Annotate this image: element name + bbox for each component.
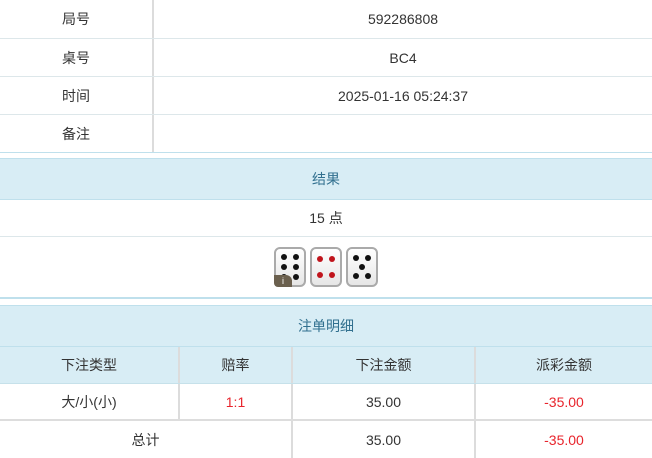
bet-odds: 1:1 [180, 384, 293, 419]
total-amount: 35.00 [293, 421, 476, 458]
column-amount: 下注金额 [293, 347, 476, 383]
die-4 [310, 247, 342, 287]
points-value: 15 点 [309, 210, 343, 226]
die-pip [292, 264, 299, 270]
info-label: 时间 [0, 77, 154, 114]
die-pip [281, 253, 288, 260]
remark-value [154, 115, 652, 152]
time-value: 2025-01-16 05:24:37 [338, 87, 468, 104]
column-payout: 派彩金额 [536, 357, 592, 373]
points-row: 15 点 [0, 200, 652, 237]
die-6: i [274, 247, 306, 287]
result-header: 结果 [0, 158, 652, 200]
info-row: 备注 [0, 115, 652, 153]
die-pip [365, 273, 372, 280]
die-pip [328, 271, 335, 278]
die-pip [317, 256, 324, 263]
die-pip [359, 264, 365, 270]
info-label: 备注 [0, 115, 154, 152]
round-number: 592286808 [367, 11, 439, 27]
result-title: 结果 [312, 171, 340, 187]
die-pip [281, 264, 288, 270]
info-row: 桌号 BC4 [0, 39, 652, 77]
dice-row: i [0, 237, 652, 299]
bet-amount: 35.00 [293, 384, 476, 419]
info-row: 局号 592286808 [0, 0, 652, 39]
bets-header: 注单明细 [0, 305, 652, 347]
column-odds: 赔率 [180, 347, 293, 383]
info-label: 桌号 [0, 39, 154, 76]
die-pip [352, 273, 359, 280]
bet-payout: -35.00 [544, 393, 584, 410]
bet-type: 大/小(小) [0, 384, 180, 419]
column-bet-type: 下注类型 [0, 347, 180, 383]
total-label: 总计 [0, 421, 293, 458]
die-pip [317, 271, 324, 278]
die-pip [328, 256, 335, 263]
die-pip [292, 253, 299, 260]
bet-row: 大/小(小) 1:1 35.00 -35.00 [0, 384, 652, 421]
die-pip [352, 254, 359, 261]
total-payout: -35.00 [544, 431, 584, 448]
bets-title: 注单明细 [298, 318, 354, 334]
dice-container: i [0, 237, 652, 297]
die-5 [346, 247, 378, 287]
die-pip [292, 274, 299, 281]
bets-column-header: 下注类型 赔率 下注金额 派彩金额 [0, 347, 652, 384]
die-pip [365, 254, 372, 261]
info-label: 局号 [0, 0, 154, 38]
table-number: BC4 [389, 49, 417, 66]
info-row: 时间 2025-01-16 05:24:37 [0, 77, 652, 115]
info-icon[interactable]: i [274, 275, 292, 287]
total-row: 总计 35.00 -35.00 [0, 421, 652, 458]
